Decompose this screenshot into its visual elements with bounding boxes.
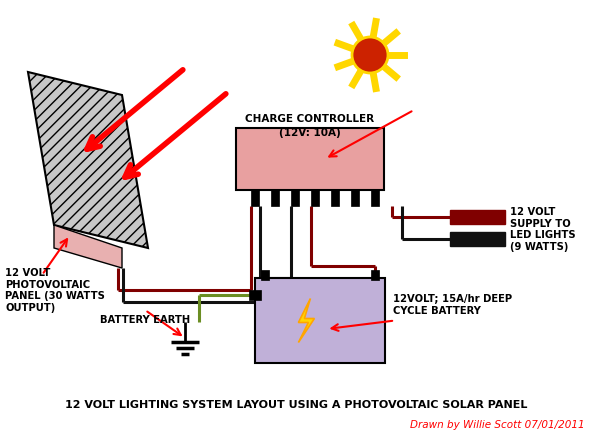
Text: 12VOLT; 15A/hr DEEP
CYCLE BATTERY: 12VOLT; 15A/hr DEEP CYCLE BATTERY	[393, 294, 512, 316]
Bar	[271, 190, 279, 206]
Bar	[291, 190, 299, 206]
Text: 12 VOLT
PHOTOVOLTAIC
PANEL (30 WATTS
OUTPUT): 12 VOLT PHOTOVOLTAIC PANEL (30 WATTS OUT…	[5, 268, 105, 313]
Bar	[351, 190, 359, 206]
Text: CHARGE CONTROLLER: CHARGE CONTROLLER	[246, 114, 375, 124]
Bar	[450, 232, 505, 246]
Bar	[236, 128, 384, 190]
Polygon shape	[28, 72, 148, 248]
Bar	[331, 190, 339, 206]
Circle shape	[352, 37, 388, 73]
Bar	[255, 278, 385, 363]
Text: BATTERY EARTH: BATTERY EARTH	[100, 315, 190, 325]
Bar	[371, 190, 379, 206]
Bar	[371, 270, 379, 280]
Text: 12 VOLT
SUPPLY TO
LED LIGHTS
(9 WATTS): 12 VOLT SUPPLY TO LED LIGHTS (9 WATTS)	[510, 207, 576, 252]
Bar	[311, 190, 319, 206]
Bar	[249, 290, 261, 300]
Polygon shape	[298, 299, 314, 342]
Text: (12V: 10A): (12V: 10A)	[279, 128, 341, 138]
Bar	[261, 270, 269, 280]
Bar	[251, 190, 259, 206]
Bar	[450, 210, 505, 224]
Text: 12 VOLT LIGHTING SYSTEM LAYOUT USING A PHOTOVOLTAIC SOLAR PANEL: 12 VOLT LIGHTING SYSTEM LAYOUT USING A P…	[65, 400, 527, 410]
Polygon shape	[54, 225, 122, 268]
Text: Drawn by Willie Scott 07/01/2011: Drawn by Willie Scott 07/01/2011	[410, 420, 585, 430]
